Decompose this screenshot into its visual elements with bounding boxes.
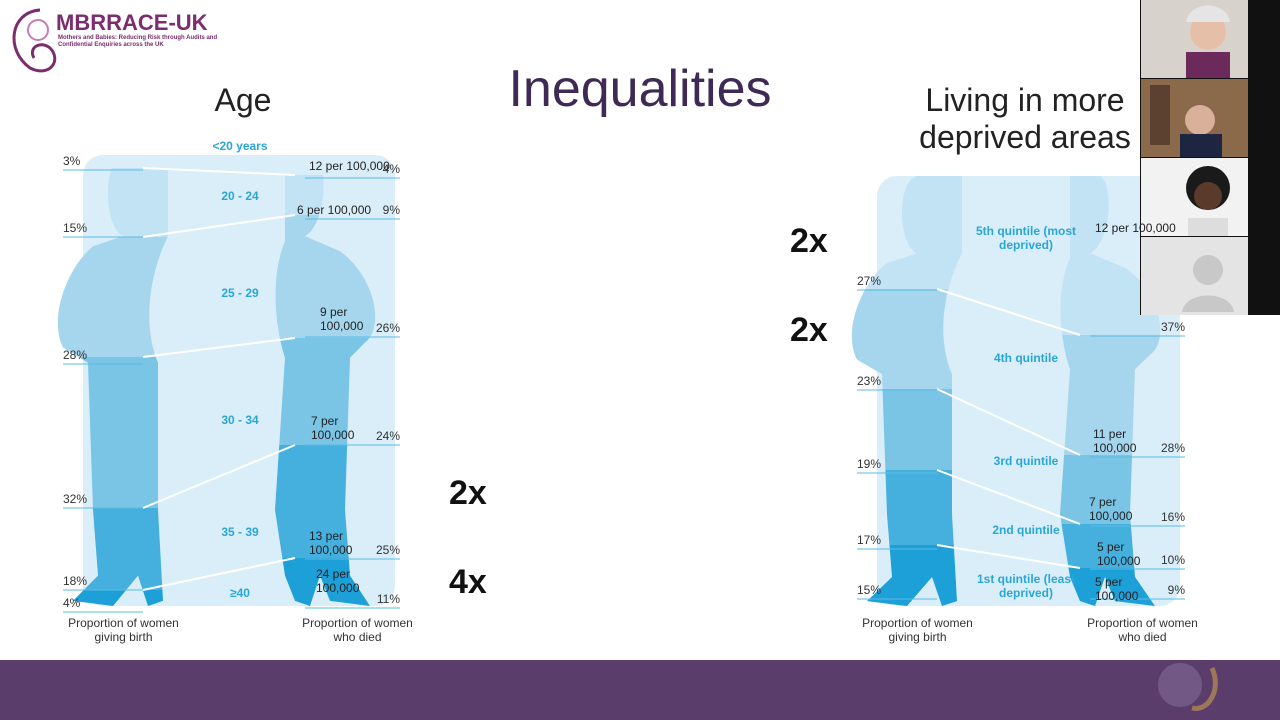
- band-label: <20 years: [212, 139, 268, 153]
- logo-tagline: Mothers and Babies: Reducing Risk throug…: [58, 35, 218, 48]
- rate-label: 6 per 100,000: [297, 203, 372, 217]
- death-percent: 4%: [382, 162, 400, 176]
- death-percent: 9%: [382, 203, 400, 217]
- birth-percent: 28%: [63, 348, 88, 362]
- rate-label: 11 per 100,000: [1093, 427, 1137, 455]
- band-divider: [142, 214, 296, 238]
- band-divider: [936, 469, 1081, 525]
- band-label: 30 - 34: [221, 413, 259, 427]
- death-percent: 10%: [1160, 553, 1185, 567]
- band-divider: [142, 444, 296, 509]
- birth-percent: 27%: [857, 274, 882, 288]
- band-label: 20 - 24: [221, 189, 259, 203]
- death-percent: 9%: [1167, 583, 1185, 597]
- band-divider: [936, 388, 1081, 456]
- multiplier: 2x: [790, 311, 828, 349]
- band-divider: [142, 167, 296, 176]
- rate-label: 13 per 100,000: [309, 529, 353, 557]
- rate-label: 7 per 100,000: [311, 414, 355, 442]
- logo-icon: [12, 8, 57, 73]
- footer-logo: [1158, 663, 1218, 711]
- footer-bar: [0, 660, 1280, 720]
- band-label: 1st quintile (least deprived): [976, 572, 1076, 600]
- band-label: 5th quintile (most deprived): [976, 224, 1076, 252]
- birth-percent: 18%: [63, 574, 88, 588]
- band-divider: [936, 544, 1081, 569]
- rate-label: 7 per 100,000: [1089, 495, 1133, 523]
- rate-label: 12 per 100,000: [309, 159, 390, 173]
- birth-percent: 15%: [857, 583, 882, 597]
- rate-label: 5 per 100,000: [1095, 575, 1139, 603]
- birth-percent: 23%: [857, 374, 882, 388]
- panel-heading: Living in more deprived areas: [919, 82, 1131, 155]
- rate-label: 24 per 100,000: [316, 567, 360, 595]
- band-divider: [936, 288, 1081, 336]
- death-percent: 37%: [1160, 320, 1185, 334]
- death-percent: 26%: [375, 321, 400, 335]
- video-tiles: [1140, 0, 1280, 315]
- rate-label: 9 per 100,000: [320, 305, 364, 333]
- death-percent: 16%: [1160, 510, 1185, 524]
- rate-label: 5 per 100,000: [1097, 540, 1141, 568]
- death-percent: 28%: [1160, 441, 1185, 455]
- death-percent: 24%: [375, 429, 400, 443]
- band-divider: [142, 337, 296, 358]
- band-divider: [142, 557, 296, 591]
- band-label: ≥40: [230, 586, 250, 600]
- slide-title: Inequalities: [508, 60, 772, 118]
- axis-caption: Proportion of women who died: [1087, 616, 1198, 644]
- panel-heading: Age: [214, 82, 272, 118]
- birth-percent: 32%: [63, 492, 88, 506]
- logo-name: MBRRACE-UK: [56, 10, 208, 35]
- band-label: 4th quintile: [994, 351, 1058, 365]
- rate-label: 12 per 100,000: [1095, 221, 1176, 235]
- band-label: 35 - 39: [221, 525, 259, 539]
- birth-percent: 3%: [63, 154, 81, 168]
- band-label: 3rd quintile: [993, 454, 1059, 468]
- band-label: 25 - 29: [221, 286, 259, 300]
- band-label: 2nd quintile: [992, 523, 1060, 537]
- multiplier: 4x: [449, 563, 487, 601]
- birth-percent: 17%: [857, 533, 882, 547]
- death-percent: 11%: [376, 592, 400, 606]
- axis-caption: Proportion of women giving birth: [862, 616, 973, 644]
- birth-percent: 19%: [857, 457, 882, 471]
- axis-caption: Proportion of women giving birth: [68, 616, 179, 644]
- axis-caption: Proportion of women who died: [302, 616, 413, 644]
- multiplier: 2x: [790, 222, 828, 260]
- death-percent: 25%: [375, 543, 400, 557]
- birth-percent: 4%: [63, 596, 81, 610]
- birth-percent: 15%: [63, 221, 88, 235]
- multiplier: 2x: [449, 474, 487, 512]
